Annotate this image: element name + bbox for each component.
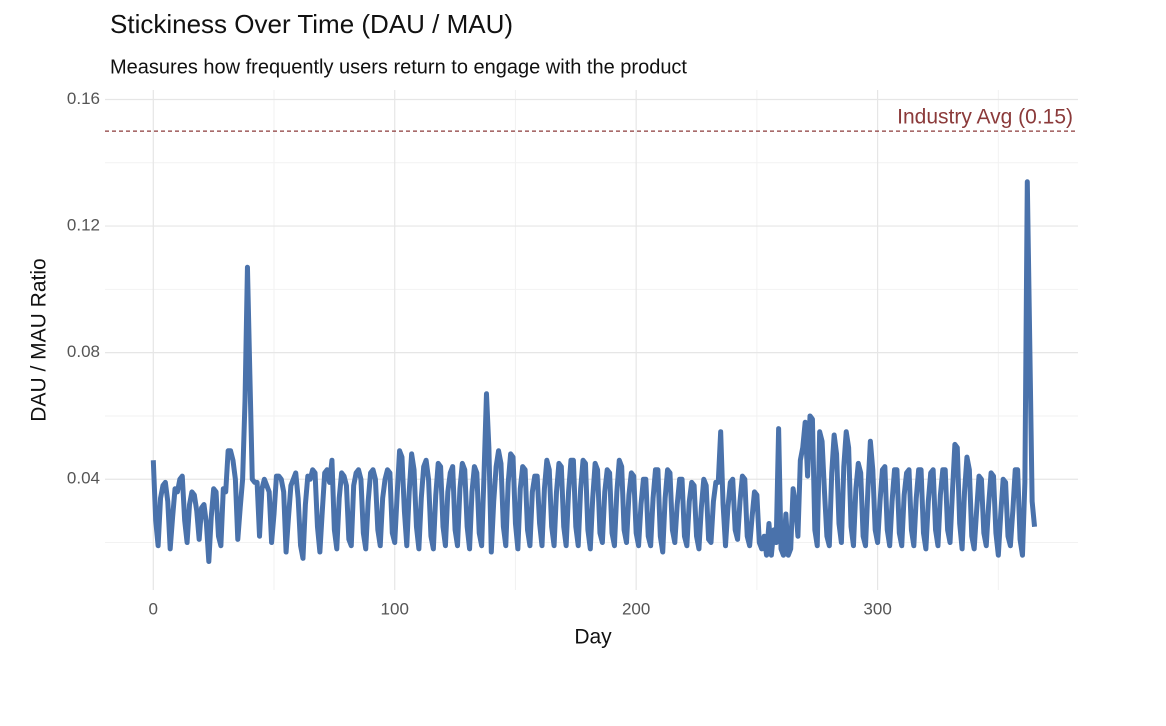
x-axis-title: Day [574, 626, 612, 649]
reference-label: Industry Avg (0.15) [897, 106, 1073, 129]
data-line [150, 179, 1038, 565]
x-tick-label: 100 [381, 599, 409, 618]
y-tick-label: 0.12 [67, 216, 100, 235]
chart-subtitle: Measures how frequently users return to … [110, 56, 687, 78]
y-tick-label: 0.16 [67, 89, 100, 108]
x-tick-label: 0 [149, 599, 158, 618]
x-tick-label: 200 [622, 599, 650, 618]
y-tick-label: 0.08 [67, 342, 100, 361]
y-tick-label: 0.04 [67, 469, 100, 488]
x-tick-label: 300 [863, 599, 891, 618]
chart-title: Stickiness Over Time (DAU / MAU) [110, 9, 513, 39]
y-axis-title: DAU / MAU Ratio [28, 258, 51, 421]
